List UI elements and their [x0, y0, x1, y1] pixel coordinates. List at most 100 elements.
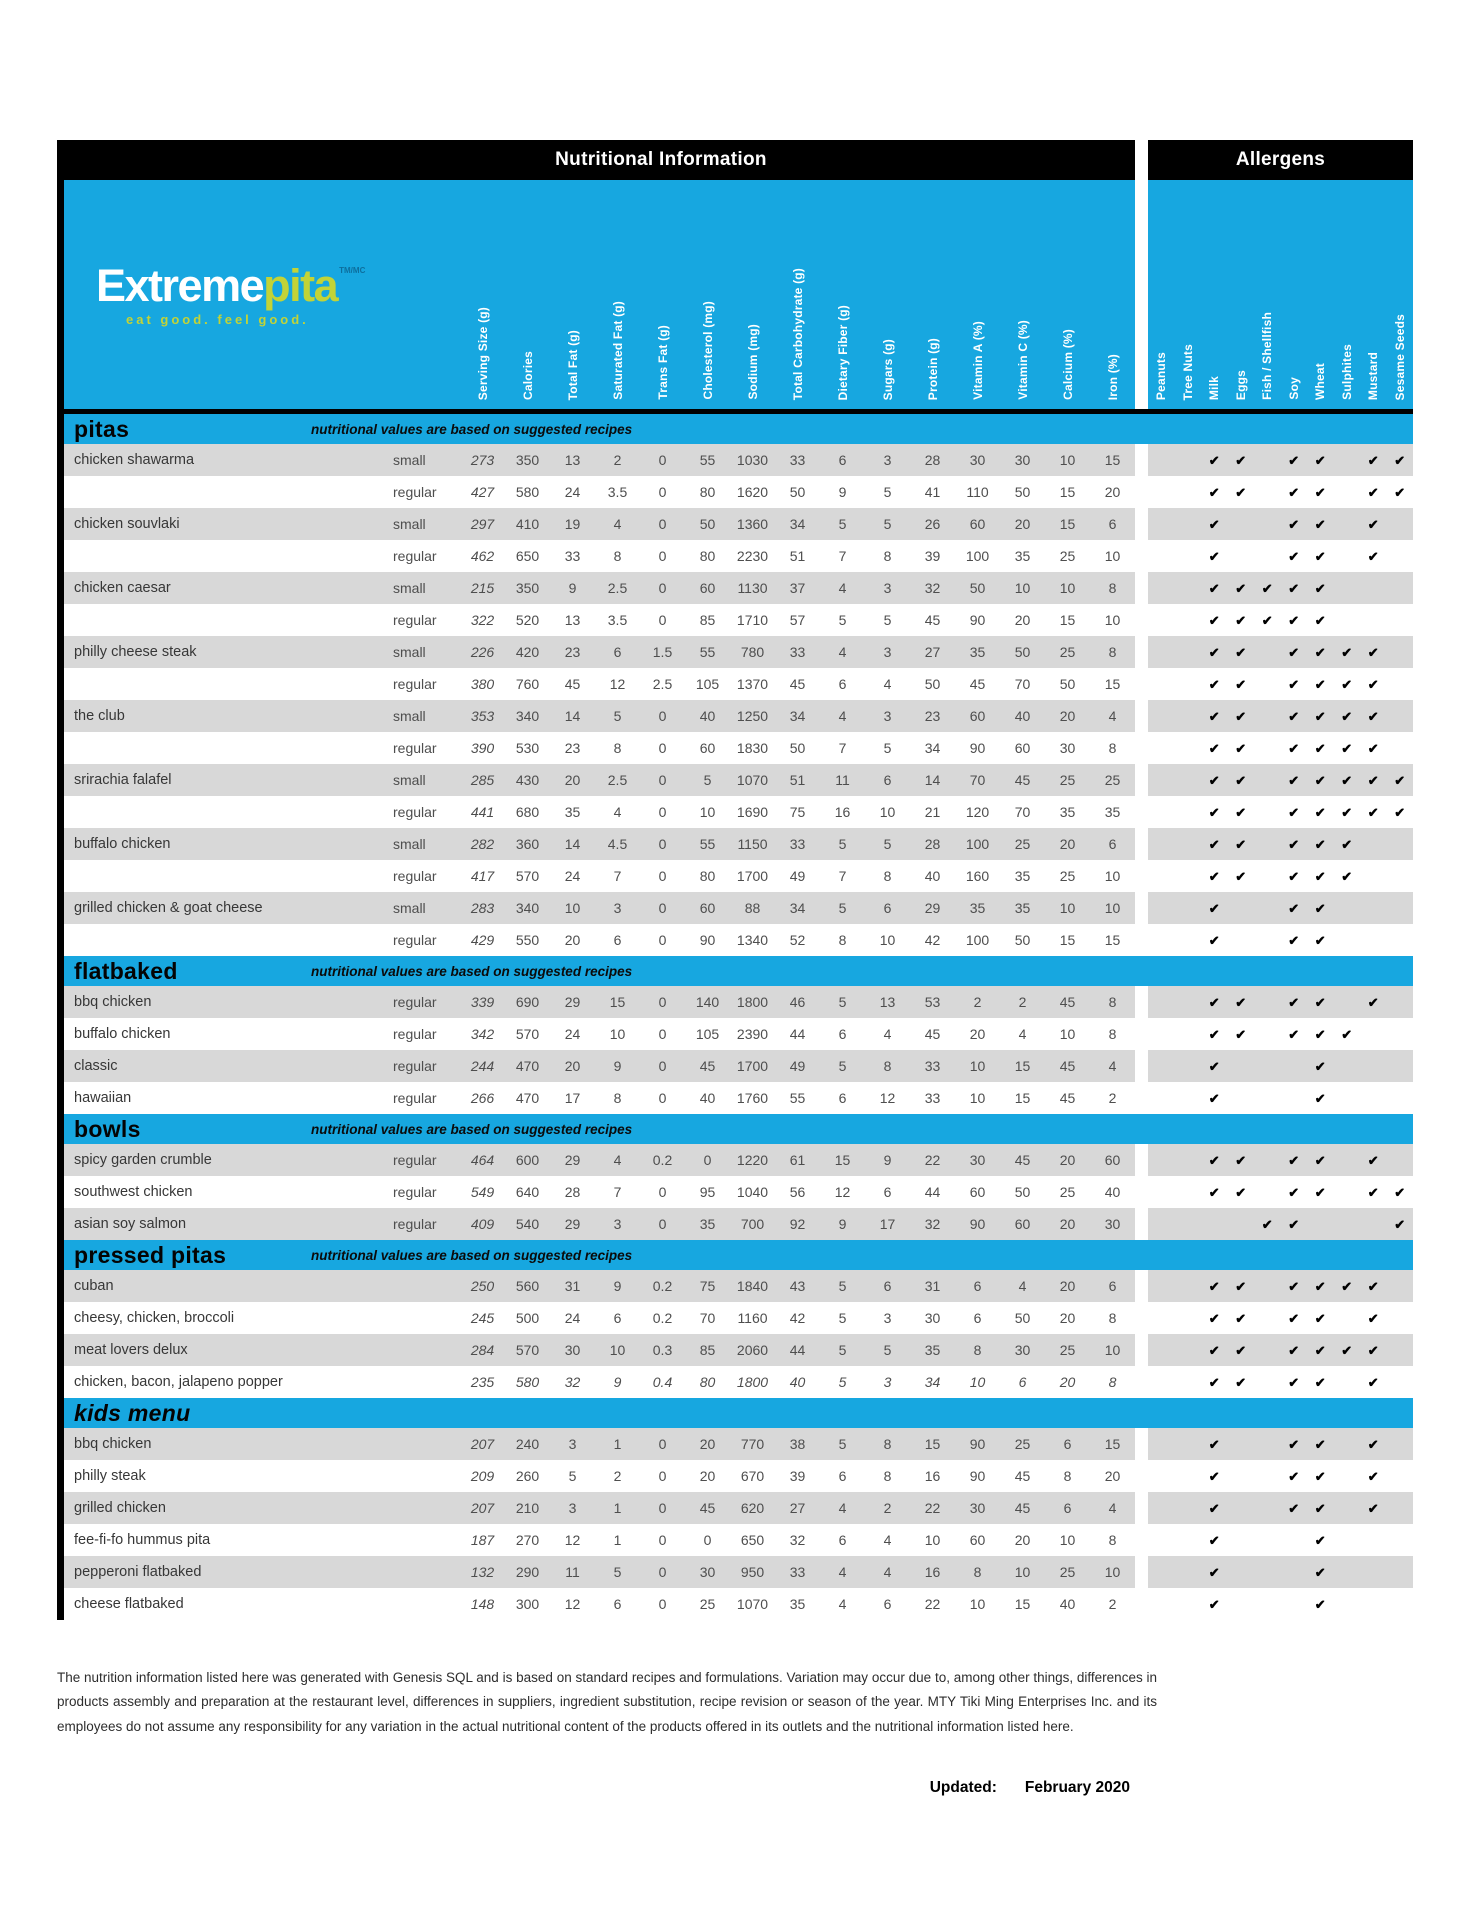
value-cell-vitamin-c: 35	[1000, 892, 1045, 924]
value-cell-protein-g: 34	[924, 1374, 941, 1390]
value-cell-calcium: 20	[1059, 1310, 1076, 1326]
soy-check-icon: ✔	[1288, 994, 1300, 1010]
value-cell-vitamin-a: 110	[966, 484, 989, 500]
wheat-check-icon: ✔	[1314, 1468, 1326, 1484]
eggs-check-icon: ✔	[1235, 1374, 1247, 1390]
allergen-cell-peanuts	[1148, 828, 1175, 860]
table-row-srirachia-falafel-small: srirachia falafel small 285 430 20 2.5 0 5 1070 5…	[64, 764, 1413, 796]
wheat-check-icon: ✔	[1314, 1090, 1326, 1106]
panel-gap	[1135, 180, 1148, 409]
value-cell-sugars-g: 12	[879, 1090, 896, 1106]
value-cell-total-carbohydrate-g: 51	[775, 764, 820, 796]
allergen-cell-mustard: ✔	[1360, 1176, 1387, 1208]
allergen-cell-mustard	[1360, 828, 1387, 860]
soy-check-icon: ✔	[1288, 708, 1300, 724]
value-cell-serving-size-g: 390	[470, 740, 495, 756]
serving-label-cell: regular	[393, 1090, 437, 1106]
allergen-cell-wheat: ✔	[1307, 476, 1334, 508]
value-cell-vitamin-c: 25	[1000, 1428, 1045, 1460]
value-cell-sodium-mg: 1070	[730, 764, 775, 796]
serving-label-cell: regular	[393, 740, 437, 756]
milk-check-icon: ✔	[1208, 1184, 1220, 1200]
allergen-cell-eggs	[1227, 508, 1254, 540]
value-cell-calories: 600	[505, 1144, 550, 1176]
value-cell-total-carbohydrate-g: 52	[789, 932, 806, 948]
allergen-column-header-peanuts: Peanuts	[1148, 180, 1175, 409]
value-cell-sodium-mg: 1690	[736, 804, 769, 820]
value-cell-saturated-fat-g: 12	[609, 676, 626, 692]
soy-check-icon: ✔	[1288, 1184, 1300, 1200]
value-cell-trans-fat-g: 0	[640, 986, 685, 1018]
item-name-cell: chicken shawarma	[64, 444, 390, 476]
value-cell-saturated-fat-g: 4	[595, 508, 640, 540]
value-cell-total-carbohydrate-g: 44	[775, 1334, 820, 1366]
allergen-cell-milk: ✔	[1201, 1270, 1228, 1302]
value-cell-saturated-fat-g: 7	[613, 1184, 622, 1200]
allergen-cell-wheat: ✔	[1307, 796, 1334, 828]
value-cell-protein-g: 29	[910, 892, 955, 924]
allergen-cell-fish-shellfish	[1254, 1492, 1281, 1524]
allergen-cell-soy: ✔	[1281, 1018, 1308, 1050]
item-name-cell: fee-fi-fo hummus pita	[74, 1532, 211, 1548]
allergen-cell-wheat: ✔	[1307, 508, 1334, 540]
allergen-cell-sulphites	[1333, 508, 1360, 540]
allergen-cell-fish-shellfish	[1254, 1366, 1281, 1398]
value-cell-vitamin-a: 60	[955, 508, 1000, 540]
milk-check-icon: ✔	[1208, 1310, 1220, 1326]
milk-check-icon: ✔	[1208, 868, 1220, 884]
panel-gap	[1135, 1270, 1148, 1302]
wheat-check-icon: ✔	[1314, 1278, 1326, 1294]
column-label: Total Carbohydrate (g)	[790, 267, 805, 400]
serving-label-cell: regular	[390, 1144, 460, 1176]
allergen-cell-soy: ✔	[1280, 1334, 1307, 1366]
mustard-check-icon: ✔	[1367, 644, 1379, 660]
column-label: Mustard	[1366, 351, 1381, 400]
allergen-cell-milk: ✔	[1201, 476, 1228, 508]
soy-check-icon: ✔	[1288, 1216, 1300, 1232]
allergen-cell-milk: ✔	[1201, 1428, 1228, 1460]
soy-check-icon: ✔	[1288, 1278, 1300, 1294]
mustard-check-icon: ✔	[1367, 484, 1379, 500]
value-cell-saturated-fat-g: 8	[613, 1090, 622, 1106]
allergen-cell-sulphites	[1334, 1524, 1361, 1556]
allergen-cell-sulphites	[1334, 924, 1361, 956]
eggs-check-icon: ✔	[1235, 1152, 1247, 1168]
allergen-cell-peanuts	[1148, 796, 1175, 828]
value-cell-total-carbohydrate-g: 38	[775, 1428, 820, 1460]
value-cell-trans-fat-g: 0	[640, 1492, 685, 1524]
value-cell-cholesterol-mg: 85	[699, 612, 716, 628]
allergen-cell-tree-nuts	[1175, 1366, 1202, 1398]
sulphites-check-icon: ✔	[1341, 1342, 1353, 1358]
allergen-cell-fish-shellfish	[1254, 1556, 1281, 1588]
value-cell-trans-fat-g: 0	[658, 484, 667, 500]
value-cell-sodium-mg: 1070	[736, 1596, 769, 1612]
value-cell-iron: 10	[1104, 612, 1121, 628]
value-cell-iron: 8	[1108, 1532, 1117, 1548]
allergen-cell-eggs: ✔	[1228, 1018, 1255, 1050]
allergen-cell-eggs: ✔	[1227, 986, 1254, 1018]
value-cell-total-carbohydrate-g: 45	[789, 676, 806, 692]
allergen-cell-tree-nuts	[1174, 892, 1201, 924]
panel-gap	[1135, 1588, 1148, 1620]
allergen-cell-mustard	[1360, 1588, 1387, 1620]
allergen-cell-peanuts	[1148, 540, 1175, 572]
item-name-cell: hawaiian	[74, 1090, 132, 1106]
allergen-cell-mustard	[1360, 924, 1387, 956]
value-cell-trans-fat-g: 0	[640, 1208, 685, 1240]
value-cell-vitamin-a: 70	[955, 764, 1000, 796]
value-cell-saturated-fat-g: 7	[613, 868, 622, 884]
value-cell-serving-size-g: 148	[470, 1596, 495, 1612]
allergen-cell-milk: ✔	[1201, 1302, 1228, 1334]
allergen-cell-wheat: ✔	[1307, 1018, 1334, 1050]
value-cell-protein-g: 39	[924, 548, 941, 564]
serving-label-cell: regular	[390, 1050, 460, 1082]
allergen-cell-sesame-seeds	[1387, 732, 1414, 764]
allergen-cell-eggs: ✔	[1227, 1334, 1254, 1366]
column-label: Protein (g)	[925, 337, 940, 400]
allergen-cell-peanuts	[1148, 1082, 1175, 1114]
panel-gap	[1135, 540, 1148, 572]
allergen-cell-soy: ✔	[1280, 1144, 1307, 1176]
nutrition-column-header-sugars-g: Sugars (g)	[865, 180, 910, 409]
allergen-cell-wheat: ✔	[1307, 1334, 1334, 1366]
serving-label-cell: small	[390, 572, 460, 604]
